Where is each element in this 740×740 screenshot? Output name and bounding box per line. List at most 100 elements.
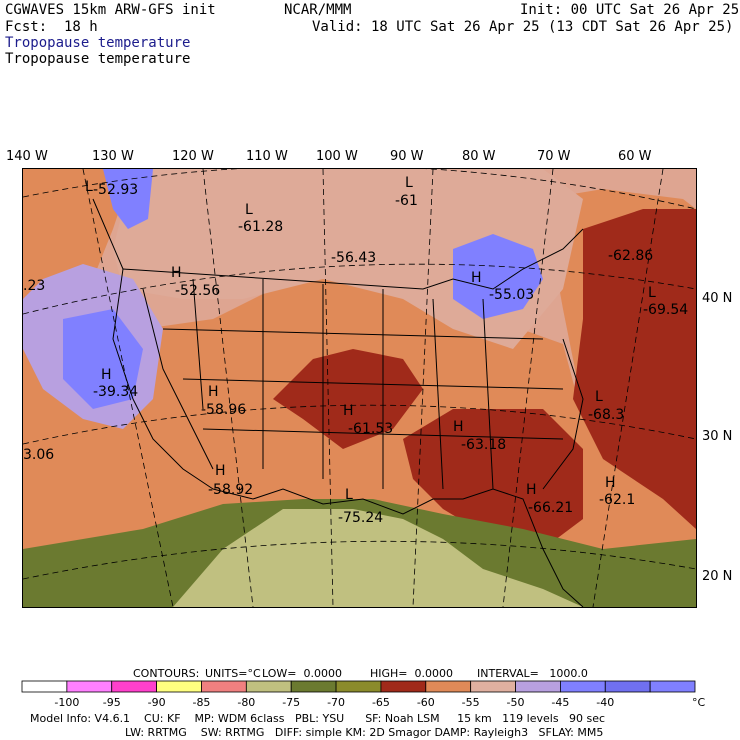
value-label: -63.18 [461,437,506,453]
graticule [23,169,696,607]
colorbar-swatch [156,680,202,693]
init-time: Init: 00 UTC Sat 26 Apr 25 [520,2,740,18]
colorbar-swatch [560,680,606,693]
lon-label: 70 W [537,149,571,164]
darkred-east [573,209,696,529]
hl-marker: L [345,487,353,503]
hl-marker: L [405,175,413,191]
lat-label: 40 N [702,291,733,306]
blue-greatlakes [453,234,543,319]
colorbar-tick-label: -75 [282,696,300,709]
lon-label: 100 W [316,149,358,164]
colorbar-tick-label: -40 [596,696,614,709]
colorbar-swatch [201,680,247,693]
colorbar-tick-label: -65 [372,696,390,709]
blue-northwest [103,169,153,229]
colorbar-swatch [425,680,472,693]
colorbar-swatch [21,680,68,693]
colorbar-swatch [111,680,157,693]
colorbar-swatch [66,680,113,693]
pressure-labels: L -52.93 L -61 L -61.28 -56.43 -62.86 H … [23,175,688,526]
hl-marker: L [245,202,253,218]
lon-label: 60 W [618,149,652,164]
model-info: Model Info: V4.6.1 CU: KF MP: WDM 6class… [30,712,606,725]
high-label: HIGH= 0.0000 [370,667,454,680]
field-title-black: Tropopause temperature [5,51,191,67]
colorbar-tick-label: -90 [148,696,166,709]
colorbar: -100 -95 -90 -85 -80 -75 -70 -65 -60 -55 -50 -45 -40… [21,680,706,709]
colorbar-tick-label: -45 [551,696,569,709]
lon-label: 90 W [390,149,424,164]
lon-label: 120 W [172,149,214,164]
units-label: UNITS=°C [205,667,261,680]
interval-label: INTERVAL= 1000.0 [477,667,588,680]
colorbar-tick-label: -55 [462,696,480,709]
colorbar-tick-label: -70 [327,696,345,709]
value-label: -61.28 [238,219,283,235]
darkred-central [273,349,423,449]
value-label: -61 [395,193,418,209]
hl-marker: L [648,285,656,301]
value-label: -75.24 [338,510,383,526]
borders [92,198,584,607]
tan-region [173,509,583,607]
colorbar-swatch [515,680,561,693]
value-label: -61.53 [348,421,393,437]
map-panel: L -52.93 L -61 L -61.28 -56.43 -62.86 H … [22,168,697,608]
hl-marker: H [526,482,537,498]
colorbar-swatch [290,680,337,693]
hl-marker: H [605,475,616,491]
edge-value-label: 3.06 [23,447,54,463]
colorbar-swatch [470,680,516,693]
hl-marker: H [343,403,354,419]
hl-marker: L [595,389,603,405]
hl-marker: H [471,270,482,286]
hl-marker: L [85,179,93,195]
low-label: LOW= 0.0000 [262,667,342,680]
organization: NCAR/MMM [284,2,352,18]
colorbar-unit: °C [692,696,706,709]
contours-label: CONTOURS: [133,667,200,680]
value-label: -58.92 [208,482,253,498]
blue-west [63,309,143,409]
value-label: -56.43 [331,250,376,266]
value-label: -69.54 [643,302,688,318]
value-label: -66.21 [528,500,573,516]
colorbar-swatch [335,680,382,693]
value-label: -52.93 [93,182,138,198]
colorbar-tick-label: -95 [103,696,121,709]
colorbar-tick-label: -50 [507,696,525,709]
value-label: -55.03 [489,287,534,303]
darkred-southeast [403,409,583,549]
lat-label: 20 N [702,569,733,584]
colorbar-tick-label: -60 [417,696,435,709]
physics-info: LW: RRTMG SW: RRTMG DIFF: simple KM: 2D … [125,726,604,739]
edge-value-label: .23 [23,278,45,294]
map-svg: L -52.93 L -61 L -61.28 -56.43 -62.86 H … [23,169,696,607]
forecast-hour: Fcst: 18 h [5,19,98,35]
colorbar-tick-label: -85 [192,696,210,709]
hl-marker: H [171,265,182,281]
field-title-blue: Tropopause temperature [5,35,191,51]
colorbar-tick-label: -80 [237,696,255,709]
colorbar-swatch [245,680,292,693]
value-label: -39.34 [93,384,138,400]
colorbar-swatch [604,680,651,693]
model-title: CGWAVES 15km ARW-GFS init [5,2,216,18]
colorbar-tick-label: -100 [54,696,79,709]
colorbar-swatch [380,680,427,693]
hl-marker: H [215,463,226,479]
value-label: -68.3 [588,407,624,423]
value-label: -52.56 [175,283,220,299]
value-label: -62.86 [608,248,653,264]
lon-label: 130 W [92,149,134,164]
valid-time: Valid: 18 UTC Sat 26 Apr 25 (13 CDT Sat … [312,19,734,35]
lat-label: 30 N [702,429,733,444]
lon-label: 110 W [246,149,288,164]
hl-marker: H [101,367,112,383]
lon-label: 140 W [6,149,48,164]
lon-label: 80 W [462,149,496,164]
value-label: -62.1 [599,492,635,508]
hl-marker: H [208,384,219,400]
hl-marker: H [453,419,464,435]
